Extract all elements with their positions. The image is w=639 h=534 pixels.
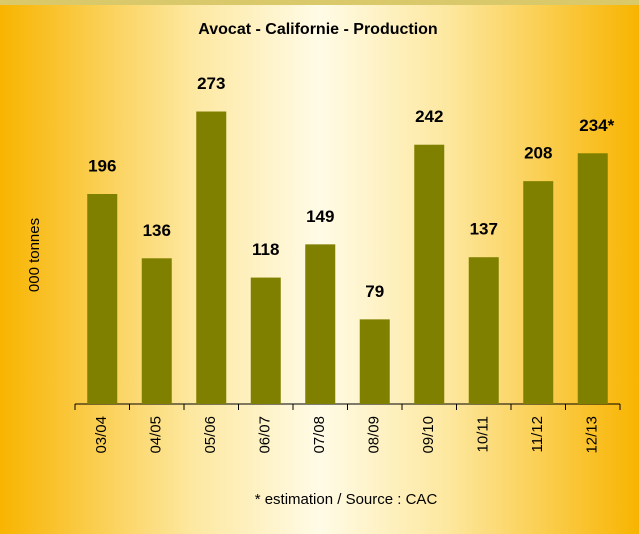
bar bbox=[577, 153, 608, 404]
x-tick-label: 04/05 bbox=[148, 416, 165, 454]
x-tick-label: 06/07 bbox=[257, 416, 274, 454]
value-label: 137 bbox=[470, 220, 498, 239]
value-label: 208 bbox=[524, 144, 552, 163]
x-tick-label: 12/13 bbox=[584, 416, 601, 454]
value-label: 273 bbox=[197, 74, 225, 93]
x-tick-label: 07/08 bbox=[311, 416, 328, 454]
bar bbox=[359, 319, 390, 404]
bar bbox=[141, 258, 172, 404]
bar bbox=[196, 111, 227, 404]
x-tick-label: 11/12 bbox=[529, 416, 546, 452]
bar bbox=[87, 194, 118, 404]
bar bbox=[523, 181, 554, 404]
x-tick-label: 05/06 bbox=[202, 416, 219, 454]
x-tick-label: 03/04 bbox=[93, 416, 110, 454]
top-border bbox=[0, 0, 639, 5]
x-tick-label: 09/10 bbox=[420, 416, 437, 454]
value-label: 242 bbox=[415, 107, 443, 126]
bar bbox=[250, 277, 281, 404]
bar bbox=[468, 257, 499, 404]
value-label: 118 bbox=[252, 240, 279, 259]
value-label: 79 bbox=[365, 282, 384, 301]
x-tick-label: 10/11 bbox=[475, 416, 492, 452]
bar bbox=[414, 144, 445, 404]
value-label: 234* bbox=[579, 116, 614, 135]
annotation: * estimation / Source : CAC bbox=[255, 491, 438, 508]
value-label: 136 bbox=[143, 221, 171, 240]
bar bbox=[305, 244, 336, 404]
chart-title: Avocat - Californie - Production bbox=[198, 21, 437, 38]
value-label: 196 bbox=[88, 156, 116, 175]
y-axis-label: 000 tonnes bbox=[26, 218, 43, 292]
x-tick-label: 08/09 bbox=[366, 416, 383, 454]
value-label: 149 bbox=[306, 207, 334, 226]
